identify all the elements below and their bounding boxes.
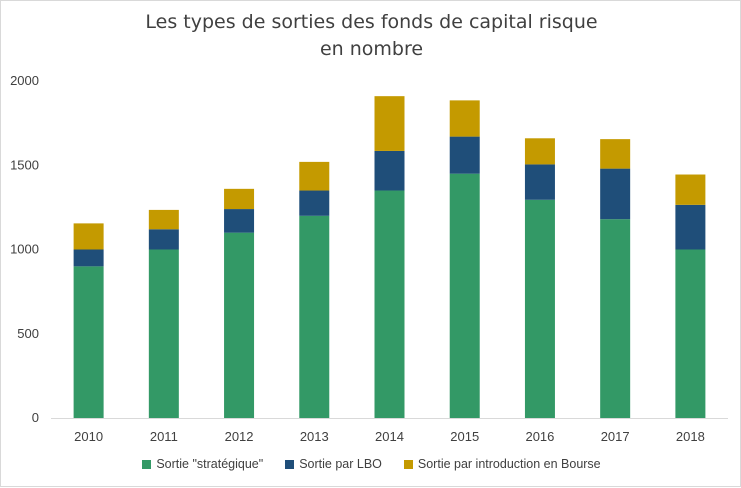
- legend-item: Sortie par introduction en Bourse: [403, 457, 601, 471]
- x-tick-label: 2010: [74, 429, 103, 444]
- bar-segment-bourse-2011: [148, 209, 179, 230]
- legend-item: Sortie "stratégique": [142, 457, 263, 471]
- bar-segment-bourse-2012: [224, 188, 255, 210]
- bar-segment-lbo-2016: [524, 164, 555, 200]
- legend-label: Sortie par introduction en Bourse: [417, 457, 601, 471]
- bar-segment-strategique-2018: [675, 249, 706, 418]
- legend-label: Sortie par LBO: [299, 457, 382, 471]
- bar-segment-lbo-2010: [73, 249, 104, 267]
- legend-item: Sortie par LBO: [285, 457, 382, 471]
- bar-segment-strategique-2013: [299, 215, 330, 418]
- bar-segment-bourse-2014: [374, 96, 405, 151]
- legend-swatch: [403, 459, 413, 469]
- bar-segment-strategique-2011: [148, 249, 179, 418]
- y-tick-label: 500: [17, 326, 39, 341]
- bar-segment-bourse-2015: [449, 100, 480, 137]
- bar-segment-lbo-2012: [224, 209, 255, 233]
- chart-title: Les types de sorties des fonds de capita…: [145, 11, 598, 33]
- chart-title-block: Les types de sorties des fonds de capita…: [1, 9, 741, 63]
- x-tick-label: 2014: [375, 429, 404, 444]
- chart-subtitle: en nombre: [319, 38, 424, 60]
- y-tick-label: 2000: [10, 73, 39, 88]
- legend: Sortie "stratégique" Sortie par LBO Sortie…: [1, 457, 741, 471]
- legend-swatch: [142, 459, 152, 469]
- legend-swatch: [285, 459, 295, 469]
- bar-segment-strategique-2016: [524, 199, 555, 418]
- x-tick-label: 2016: [525, 429, 554, 444]
- bar-segment-strategique-2012: [224, 232, 255, 418]
- bar-segment-strategique-2014: [374, 190, 405, 418]
- x-tick-label: 2011: [150, 429, 178, 444]
- bar-segment-lbo-2013: [299, 190, 330, 216]
- legend-label: Sortie "stratégique": [156, 457, 264, 471]
- bar-segment-strategique-2017: [600, 219, 631, 418]
- y-tick-label: 1500: [10, 157, 39, 172]
- bar-segment-bourse-2016: [524, 138, 555, 165]
- x-tick-label: 2017: [601, 429, 630, 444]
- bar-segment-bourse-2017: [600, 139, 631, 169]
- bar-segment-bourse-2018: [675, 174, 706, 205]
- bar-segment-strategique-2010: [73, 266, 104, 418]
- bar-segment-lbo-2011: [148, 229, 179, 250]
- bar-segment-lbo-2015: [449, 136, 480, 174]
- bar-segment-bourse-2013: [299, 161, 330, 191]
- x-tick-label: 2012: [225, 429, 254, 444]
- bar-segment-lbo-2014: [374, 150, 405, 191]
- x-tick-label: 2013: [300, 429, 329, 444]
- y-tick-label: 1000: [10, 242, 39, 257]
- y-tick-label: 0: [32, 410, 39, 425]
- x-tick-label: 2018: [676, 429, 705, 444]
- bar-segment-lbo-2017: [600, 168, 631, 220]
- x-tick-label: 2015: [450, 429, 479, 444]
- bar-segment-lbo-2018: [675, 204, 706, 250]
- bar-segment-bourse-2010: [73, 223, 104, 250]
- bar-segment-strategique-2015: [449, 173, 480, 418]
